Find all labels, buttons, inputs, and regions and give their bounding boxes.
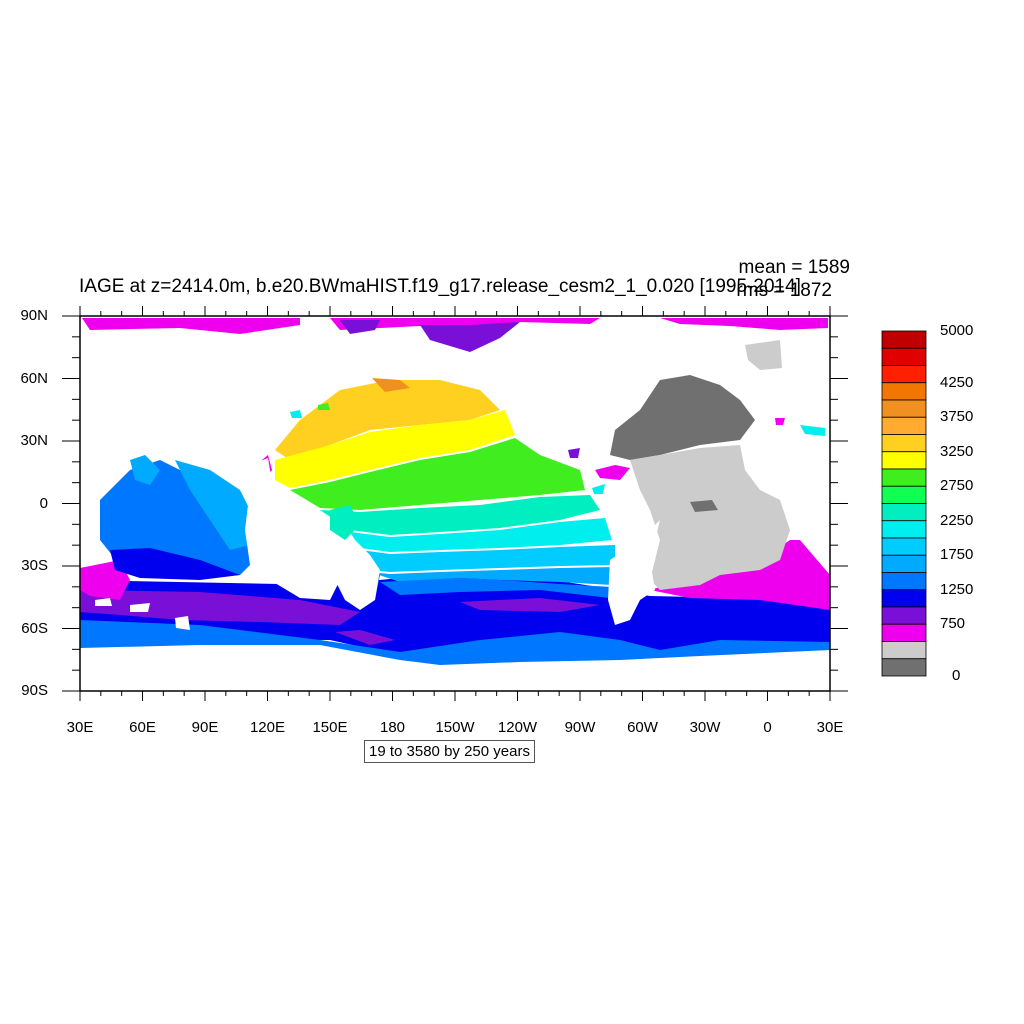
- colorbar-box: [881, 485, 927, 504]
- so-light-blue-south: [80, 620, 830, 665]
- colorbar-label: 3250: [940, 442, 974, 460]
- so-purple-band-pacific: [460, 598, 600, 612]
- pacific-green: [290, 438, 585, 510]
- atlantic-north-dark: [610, 375, 755, 460]
- colorbar-box: [881, 503, 927, 522]
- colorbar-box: [881, 468, 927, 487]
- contour-info-box: 19 to 3580 by 250 years: [364, 740, 535, 763]
- lat-tick-label: 0: [39, 494, 48, 512]
- axis-ticks: [62, 306, 848, 701]
- colorbar-label: 1250: [940, 580, 974, 598]
- lon-tick-label: 150W: [435, 719, 475, 736]
- lon-tick-label: 30E: [816, 719, 844, 736]
- mean-label: mean = 1589: [738, 257, 850, 278]
- colorbar-box: [881, 399, 927, 418]
- pacific-yellow: [275, 410, 515, 488]
- pacific-sky-2: [370, 567, 615, 585]
- colorbar-box: [881, 347, 927, 366]
- arctic-east: [660, 318, 828, 330]
- lon-tick-label: 120E: [249, 719, 286, 736]
- lat-tick-label: 30S: [21, 557, 48, 574]
- lon-tick-label: 30E: [66, 719, 94, 736]
- colorbar-label: 2250: [940, 511, 974, 529]
- so-magenta-atlantic: [650, 540, 830, 610]
- sea-purple-south: [335, 630, 395, 645]
- arctic-region-east: [330, 318, 600, 330]
- lon-tick-label: 60E: [129, 719, 156, 736]
- plot-title: IAGE at z=2414.0m, b.e20.BWmaHIST.f19_g1…: [79, 276, 801, 297]
- land-asia: [245, 458, 345, 600]
- arctic-region: [82, 318, 300, 334]
- ocean-field: [80, 318, 830, 665]
- indian-ocean-cyan: [175, 460, 255, 550]
- colorbar-box: [881, 537, 927, 556]
- colorbar-box: [881, 434, 927, 453]
- pacific-cyan-green: [320, 495, 600, 535]
- colorbar-label: 5000: [940, 322, 974, 339]
- colorbar-label: 3750: [940, 408, 974, 426]
- lat-tick-label: 30N: [20, 432, 48, 449]
- indian-ocean-north: [130, 455, 160, 485]
- colorbar-box: [881, 606, 927, 625]
- sea-purple-caribbean: [568, 448, 580, 458]
- colorbar-box: [881, 451, 927, 470]
- lon-tick-label: 0: [763, 719, 772, 736]
- north-atlantic-magenta: [775, 418, 785, 425]
- colorbar-label: 0: [952, 667, 961, 684]
- colorbar-label: 1750: [940, 546, 974, 564]
- pacific-cyan: [350, 518, 612, 552]
- colorbar-box: [881, 572, 927, 591]
- lon-tick-label: 150E: [312, 719, 348, 736]
- lon-tick-label: 30W: [689, 719, 721, 736]
- lat-tick-label: 90S: [21, 682, 48, 699]
- colorbar-label: 4250: [940, 373, 974, 391]
- lat-tick-label: 90N: [20, 307, 48, 324]
- land-south-america: [608, 520, 660, 625]
- lon-tick-label: 180: [379, 719, 406, 736]
- lat-tick-label: 60S: [21, 619, 48, 637]
- atlantic-light-gray: [630, 445, 790, 590]
- pacific-blue-band: [380, 578, 612, 598]
- indian-ocean-blue: [110, 548, 240, 580]
- colorbar: [881, 330, 927, 677]
- lon-tick-label: 120W: [497, 719, 538, 736]
- lat-tick-label: 60N: [20, 369, 48, 387]
- colorbar-box: [881, 623, 927, 642]
- sea-cyan-small: [290, 410, 302, 418]
- colorbar-box: [881, 520, 927, 539]
- sea-green-small: [318, 403, 330, 410]
- colorbar-box: [881, 416, 927, 435]
- colorbar-box: [881, 658, 927, 677]
- lon-tick-label: 90E: [191, 719, 219, 736]
- rms-label: rms = 1872: [736, 280, 832, 301]
- pacific-north-orange: [275, 380, 500, 460]
- colorbar-box: [881, 589, 927, 608]
- north-atlantic-gray: [745, 340, 782, 370]
- colorbar-box: [881, 330, 927, 349]
- colorbar-box: [881, 641, 927, 660]
- lon-tick-label: 60W: [627, 719, 658, 736]
- colorbar-box: [881, 554, 927, 573]
- colorbar-box: [881, 365, 927, 384]
- pacific-sky: [360, 545, 615, 572]
- colorbar-box: [881, 382, 927, 401]
- atlantic-dark-patch: [690, 500, 718, 512]
- sea-orange-north: [372, 378, 410, 392]
- sea-cyan-gulf: [592, 484, 605, 494]
- gulf-magenta: [595, 465, 630, 480]
- land-antarctica-gaps: [95, 598, 190, 630]
- colorbar-label: 750: [940, 615, 966, 633]
- north-atlantic-cyan: [800, 425, 825, 436]
- colorbar-label: 2750: [940, 477, 974, 495]
- pacific-west-cyan: [330, 505, 360, 540]
- so-purple-band: [80, 590, 360, 625]
- land-australia: [335, 540, 380, 610]
- lon-tick-label: 90W: [564, 719, 596, 736]
- arctic-purple: [420, 322, 520, 352]
- arctic-purple-west: [340, 320, 380, 334]
